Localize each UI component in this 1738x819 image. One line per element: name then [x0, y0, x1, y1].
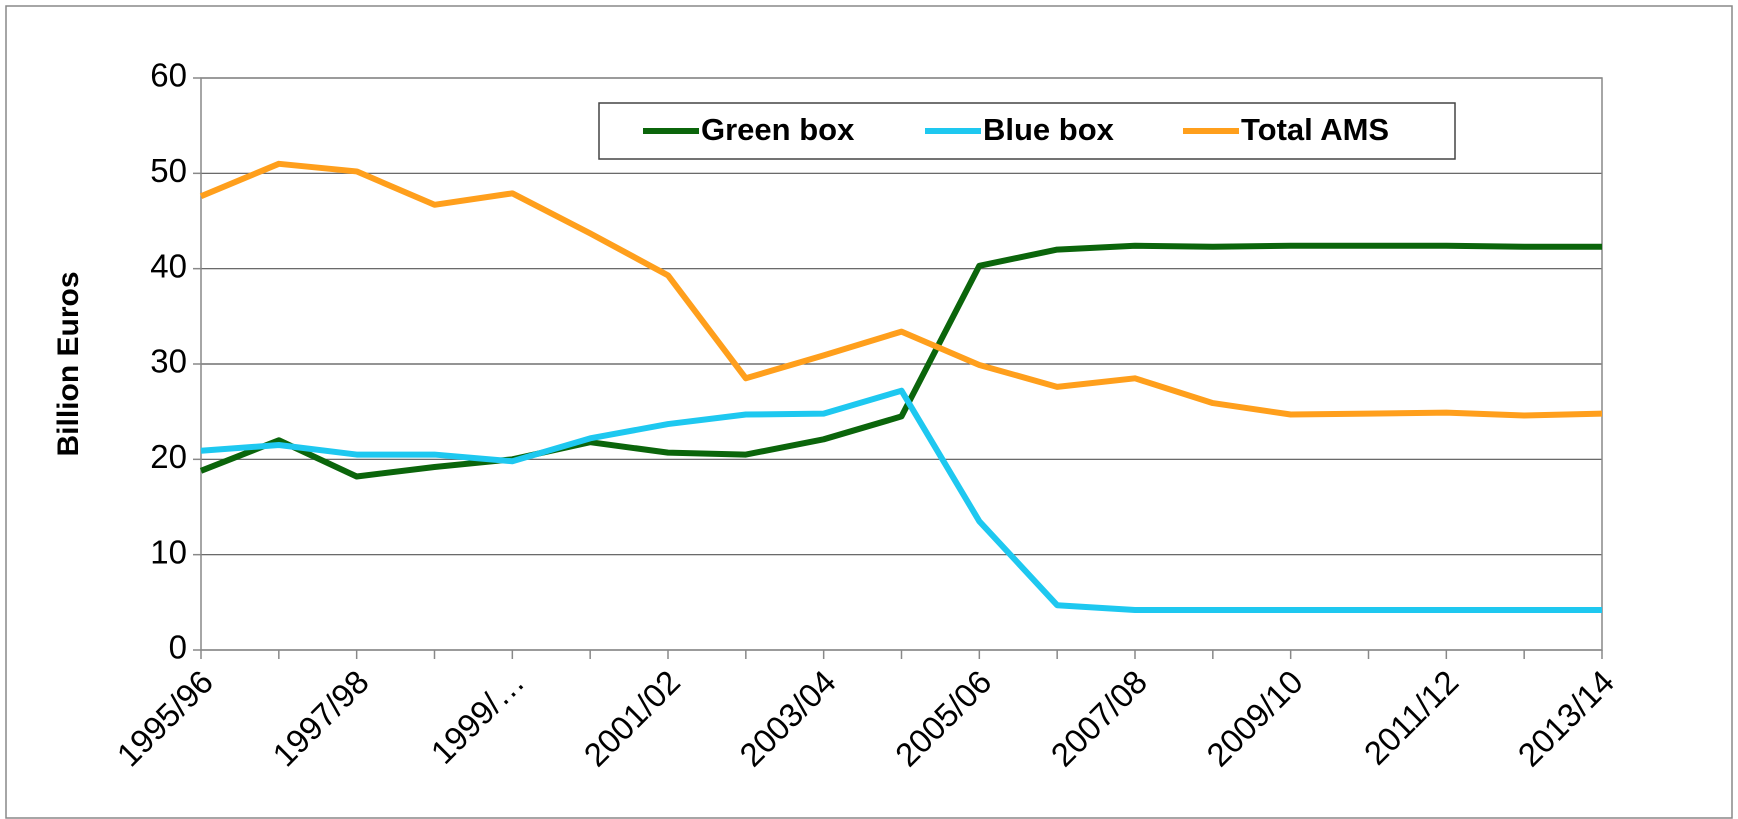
- x-tick-label: 2009/10: [1199, 663, 1310, 774]
- x-tick-label: 2005/06: [888, 663, 999, 774]
- legend-label: Blue box: [983, 112, 1115, 147]
- line-series: [199, 160, 1603, 419]
- x-tick-label: 1999/…: [424, 663, 532, 771]
- x-tick-label: 2011/12: [1357, 663, 1466, 772]
- x-tick-label: 2003/04: [732, 663, 843, 774]
- y-tick-label: 0: [169, 629, 187, 666]
- y-tick-label: 30: [150, 343, 187, 380]
- y-tick-label: 10: [150, 533, 187, 570]
- y-tick-label: 60: [150, 57, 187, 94]
- x-tick-label: 2013/14: [1511, 663, 1622, 774]
- x-tick-label: 2007/08: [1044, 663, 1155, 774]
- line-series: [199, 242, 1602, 480]
- chart-frame: [5, 5, 1733, 819]
- y-tick-label: 50: [150, 152, 187, 189]
- legend-label: Total AMS: [1241, 112, 1389, 147]
- x-tick-label: 1995/96: [110, 663, 221, 774]
- y-tick-label: 20: [150, 438, 187, 475]
- legend-box: [598, 102, 1456, 160]
- y-axis-label: Billion Euros: [52, 271, 85, 456]
- legend-label: Green box: [701, 112, 855, 147]
- line-series: [200, 387, 1602, 613]
- x-tick-label: 1997/98: [265, 663, 376, 774]
- y-tick-label: 40: [150, 247, 187, 284]
- x-tick-label: 2001/02: [577, 663, 688, 774]
- legend: Green box Blue box Total AMS: [598, 102, 1456, 160]
